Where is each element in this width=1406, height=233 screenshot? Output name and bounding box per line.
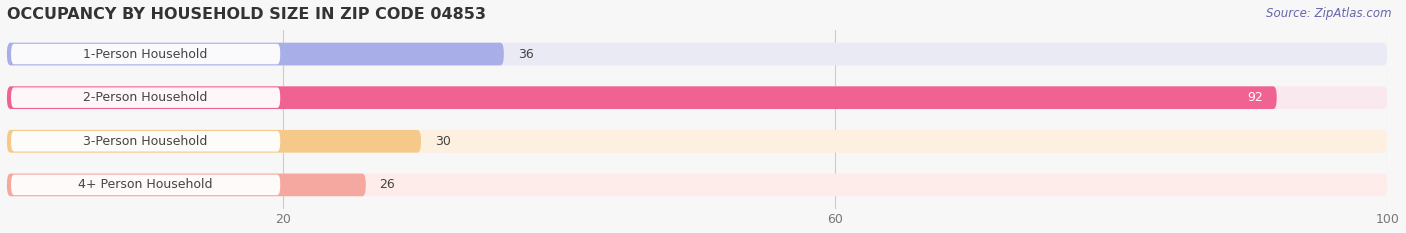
FancyBboxPatch shape — [7, 130, 420, 153]
FancyBboxPatch shape — [7, 43, 1388, 65]
Text: Source: ZipAtlas.com: Source: ZipAtlas.com — [1267, 7, 1392, 20]
FancyBboxPatch shape — [11, 175, 280, 195]
FancyBboxPatch shape — [7, 86, 1277, 109]
Text: 1-Person Household: 1-Person Household — [83, 48, 208, 61]
FancyBboxPatch shape — [11, 131, 280, 151]
Text: 3-Person Household: 3-Person Household — [83, 135, 208, 148]
FancyBboxPatch shape — [11, 87, 280, 108]
Text: 36: 36 — [517, 48, 533, 61]
Text: OCCUPANCY BY HOUSEHOLD SIZE IN ZIP CODE 04853: OCCUPANCY BY HOUSEHOLD SIZE IN ZIP CODE … — [7, 7, 486, 22]
Text: 30: 30 — [434, 135, 451, 148]
Text: 4+ Person Household: 4+ Person Household — [79, 178, 212, 191]
Text: 2-Person Household: 2-Person Household — [83, 91, 208, 104]
FancyBboxPatch shape — [11, 44, 280, 64]
FancyBboxPatch shape — [7, 86, 1388, 109]
Text: 92: 92 — [1247, 91, 1263, 104]
FancyBboxPatch shape — [7, 43, 503, 65]
Text: 26: 26 — [380, 178, 395, 191]
FancyBboxPatch shape — [7, 174, 1388, 196]
FancyBboxPatch shape — [7, 174, 366, 196]
FancyBboxPatch shape — [7, 130, 1388, 153]
